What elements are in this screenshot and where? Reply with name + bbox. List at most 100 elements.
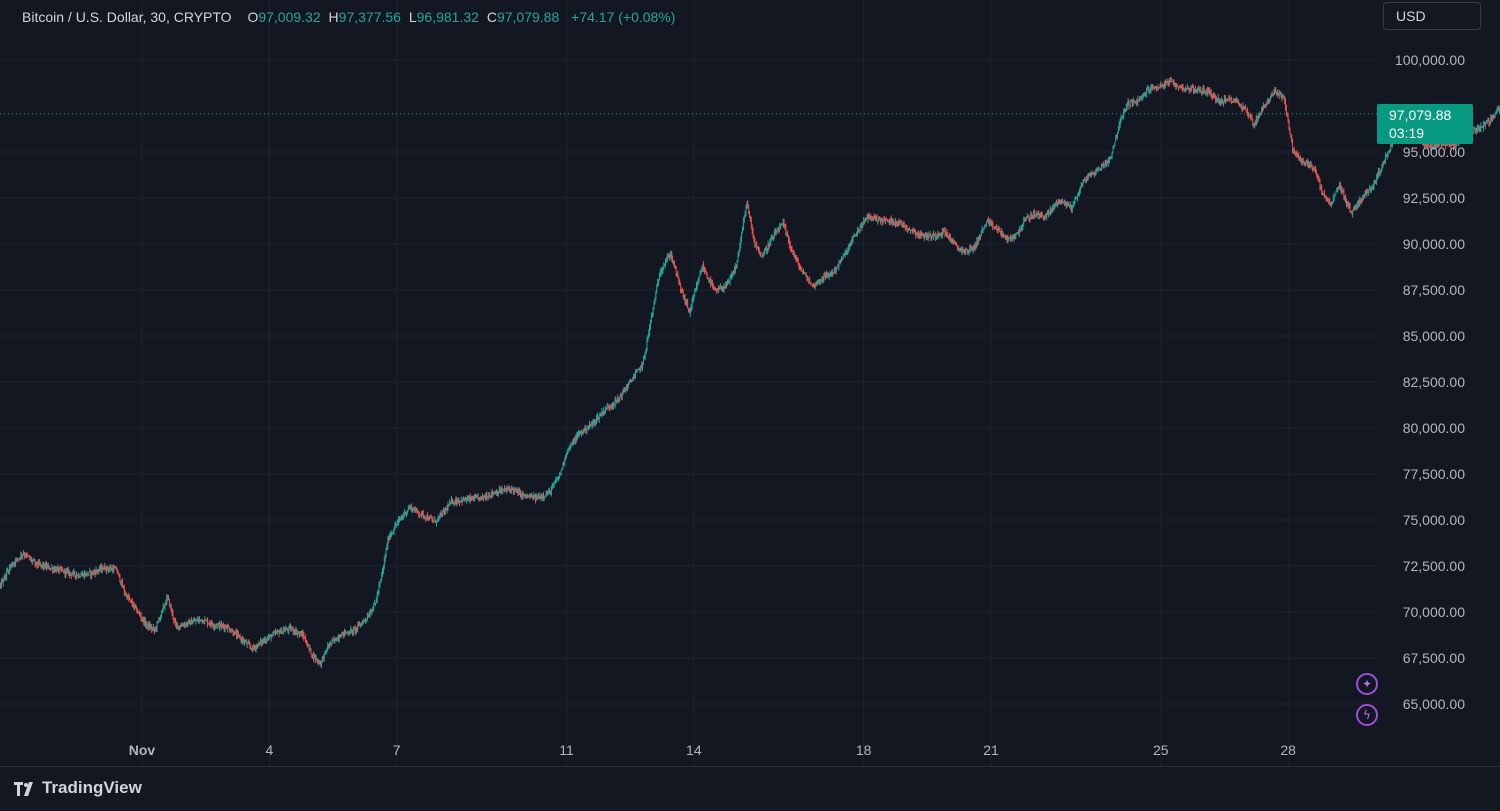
candle <box>1308 162 1310 169</box>
time-axis[interactable]: Nov 4 7 11 14 18 21 25 28 <box>129 742 1296 758</box>
candle <box>1252 118 1254 127</box>
candle <box>864 219 866 225</box>
candle <box>627 383 629 392</box>
candle <box>700 269 702 276</box>
candle <box>734 263 736 274</box>
candle <box>30 556 32 562</box>
candle <box>1048 211 1050 215</box>
candle <box>263 637 265 644</box>
candle <box>639 367 641 373</box>
candle <box>871 215 873 222</box>
candle <box>505 485 507 494</box>
lightning-icon[interactable]: ϟ <box>1356 704 1378 726</box>
candle <box>553 481 555 489</box>
candle <box>1070 201 1072 211</box>
candle <box>973 244 975 250</box>
candle <box>1140 95 1142 102</box>
candle <box>1172 79 1174 85</box>
candle <box>514 487 516 492</box>
candle <box>90 570 92 580</box>
candle <box>129 595 131 601</box>
candle <box>938 232 940 240</box>
candle <box>455 496 457 505</box>
candle <box>596 414 598 425</box>
candle <box>653 300 655 310</box>
candle <box>774 227 776 236</box>
candle <box>1130 99 1132 109</box>
candle <box>917 230 919 239</box>
candle <box>290 623 292 632</box>
candle <box>642 355 644 366</box>
candle <box>333 636 335 644</box>
candle <box>927 231 929 242</box>
candle <box>637 368 639 371</box>
candle <box>563 461 565 466</box>
candle <box>643 354 645 360</box>
candle <box>948 235 950 240</box>
candle <box>1030 210 1032 220</box>
candle <box>1060 199 1062 205</box>
candle <box>363 618 365 624</box>
candle <box>711 279 713 289</box>
tradingview-logo-icon[interactable] <box>14 782 38 796</box>
candle <box>478 496 480 502</box>
candle <box>1038 210 1040 220</box>
candle <box>499 486 501 493</box>
candle <box>1063 199 1065 207</box>
candle <box>1216 97 1218 102</box>
candle <box>1243 105 1245 110</box>
candle <box>116 568 118 575</box>
candle <box>794 251 796 259</box>
candle <box>1059 199 1061 204</box>
candle <box>1087 172 1089 181</box>
candle <box>43 561 45 571</box>
candle <box>462 496 464 503</box>
candle <box>49 567 51 571</box>
candle <box>827 272 829 278</box>
candle <box>707 276 709 280</box>
candle <box>423 514 425 520</box>
candle <box>2 579 4 587</box>
candle <box>672 255 674 264</box>
currency-button[interactable]: USD <box>1383 2 1481 30</box>
candle <box>130 599 132 604</box>
candle <box>702 264 704 273</box>
candle <box>779 222 781 232</box>
candle <box>866 213 868 220</box>
price-axis[interactable]: 65,000.0067,500.0070,000.0072,500.0075,0… <box>1395 52 1465 712</box>
candle <box>1024 217 1026 223</box>
candle <box>1156 84 1158 92</box>
candle <box>732 271 734 278</box>
candle <box>1058 198 1060 204</box>
candle <box>1151 84 1153 90</box>
brand-name[interactable]: TradingView <box>42 778 142 797</box>
candle <box>36 561 38 569</box>
candle <box>1355 205 1357 211</box>
candle <box>177 625 179 631</box>
candle <box>1194 85 1196 94</box>
candle <box>1039 213 1041 219</box>
candle <box>622 388 624 396</box>
candle <box>218 621 220 629</box>
candle <box>60 565 62 571</box>
candle <box>933 230 935 240</box>
candle <box>939 232 941 236</box>
candle <box>238 634 240 639</box>
candle <box>1046 212 1048 221</box>
candle <box>94 569 96 578</box>
candle <box>728 280 730 283</box>
candle <box>245 638 247 645</box>
sparkle-icon[interactable]: ✦ <box>1356 673 1378 695</box>
candle <box>684 293 686 305</box>
candle <box>248 639 250 645</box>
candle <box>91 571 93 576</box>
candle <box>703 260 705 272</box>
candle <box>997 225 999 234</box>
candle <box>1136 98 1138 107</box>
candle <box>835 268 837 274</box>
candle <box>1148 88 1150 95</box>
candle <box>1093 171 1095 178</box>
candle <box>852 236 854 243</box>
candle <box>1020 224 1022 231</box>
